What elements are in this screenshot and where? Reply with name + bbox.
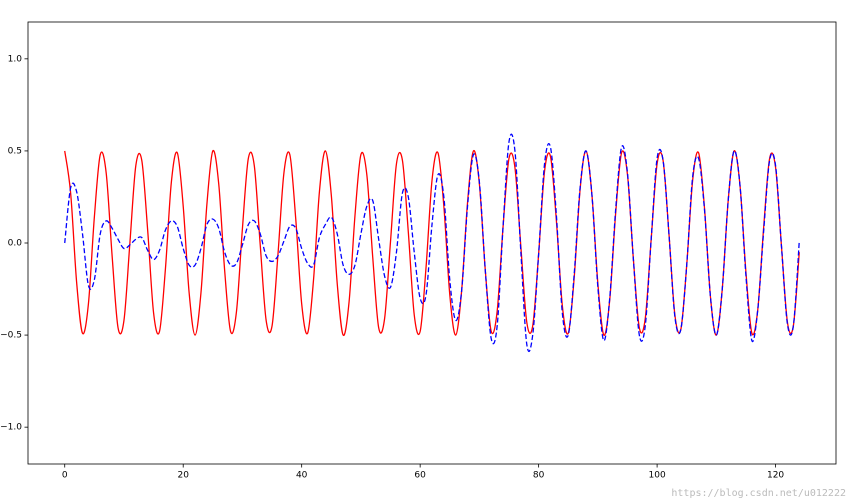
y-tick-label: 1.0 [8, 54, 23, 64]
x-tick-label: 120 [767, 471, 784, 481]
x-tick-label: 0 [62, 471, 68, 481]
y-tick-label: 0.5 [8, 146, 22, 156]
y-tick-label: −0.5 [0, 331, 22, 341]
watermark: https://blog.csdn.net/u012222 [671, 488, 846, 499]
x-tick-label: 40 [296, 471, 308, 481]
series-line [64, 133, 800, 353]
series-line [64, 149, 800, 337]
x-tick-label: 80 [533, 471, 545, 481]
x-tick-label: 100 [649, 471, 666, 481]
y-tick-label: −1.0 [0, 423, 22, 433]
x-tick-label: 20 [177, 471, 189, 481]
x-tick-label: 60 [414, 471, 426, 481]
y-tick-label: 0.0 [8, 239, 23, 249]
